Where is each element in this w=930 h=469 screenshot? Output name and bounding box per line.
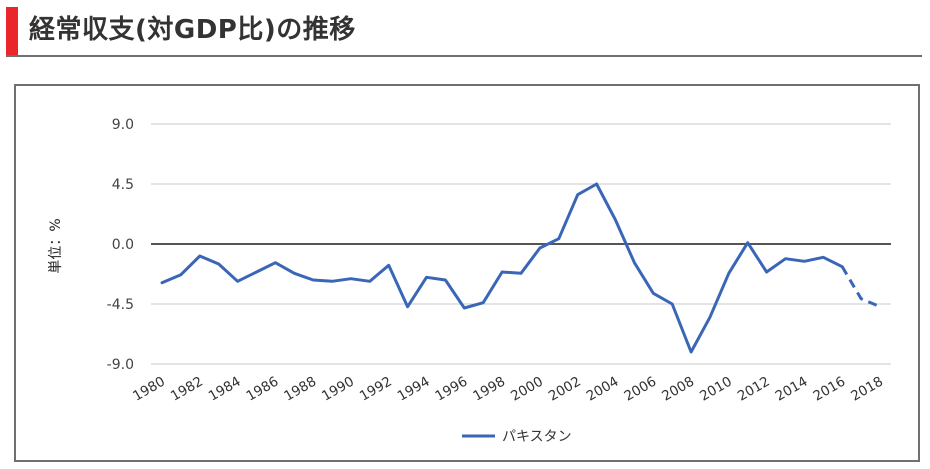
series-pakistan-line xyxy=(160,182,881,354)
x-tick-label: 1984 xyxy=(206,374,244,405)
x-tick-label: 2018 xyxy=(848,374,886,405)
y-tick-label: -4.5 xyxy=(107,297,134,313)
x-tick-label: 2006 xyxy=(622,374,660,405)
x-tick-label: 2004 xyxy=(584,374,622,405)
y-tick-label: -9.0 xyxy=(107,357,134,373)
line-chart: 9.04.50.0-4.5-9.0 1980 1982 1984 1986 1988 19… xyxy=(48,117,891,445)
section-header: 経常収支(対GDP比)の推移 xyxy=(0,0,930,58)
y-axis-ticks: 9.0 4.5 0.0 -4.5 -9.0 xyxy=(107,117,134,373)
x-tick-label: 2010 xyxy=(697,374,735,405)
x-tick-label: 2002 xyxy=(546,374,584,405)
x-tick-label: 1980 xyxy=(130,374,168,405)
y-tick-label: 0.0 xyxy=(112,237,134,253)
x-tick-label: 2000 xyxy=(508,374,546,405)
x-tick-label: 2016 xyxy=(810,374,848,405)
legend-label-pakistan: パキスタン xyxy=(502,429,572,445)
x-tick-label: 1998 xyxy=(470,374,508,405)
x-tick-label: 1990 xyxy=(319,374,357,405)
x-axis-ticks: 1980 1982 1984 1986 1988 1990 1992 1994 1996 1998… xyxy=(130,374,886,405)
x-tick-label: 2008 xyxy=(659,374,697,405)
x-tick-label: 1986 xyxy=(244,374,282,405)
y-tick-label: 9.0 xyxy=(112,117,134,133)
page-title: 経常収支(対GDP比)の推移 xyxy=(29,15,356,45)
chart-legend[interactable]: パキスタン xyxy=(462,429,572,445)
series-line-actual xyxy=(160,182,844,354)
y-tick-label: 4.5 xyxy=(112,177,134,193)
x-tick-label: 2014 xyxy=(773,374,811,405)
x-tick-label: 1988 xyxy=(281,374,319,405)
x-tick-label: 1982 xyxy=(168,374,206,405)
series-line-projected xyxy=(840,265,881,309)
x-tick-label: 1996 xyxy=(433,374,471,405)
x-tick-label: 1992 xyxy=(357,374,395,405)
header-accent-bar xyxy=(6,7,18,57)
x-tick-label: 2012 xyxy=(735,374,773,405)
chart-gridlines xyxy=(151,123,891,365)
x-tick-label: 1994 xyxy=(395,374,433,405)
header-underline xyxy=(6,55,922,57)
chart-container: 9.0 4.5 0.0 -4.5 -9.0 1980 1982 1984 1986 1988 19… xyxy=(14,84,920,462)
y-axis-title: 単位：% xyxy=(48,218,64,273)
